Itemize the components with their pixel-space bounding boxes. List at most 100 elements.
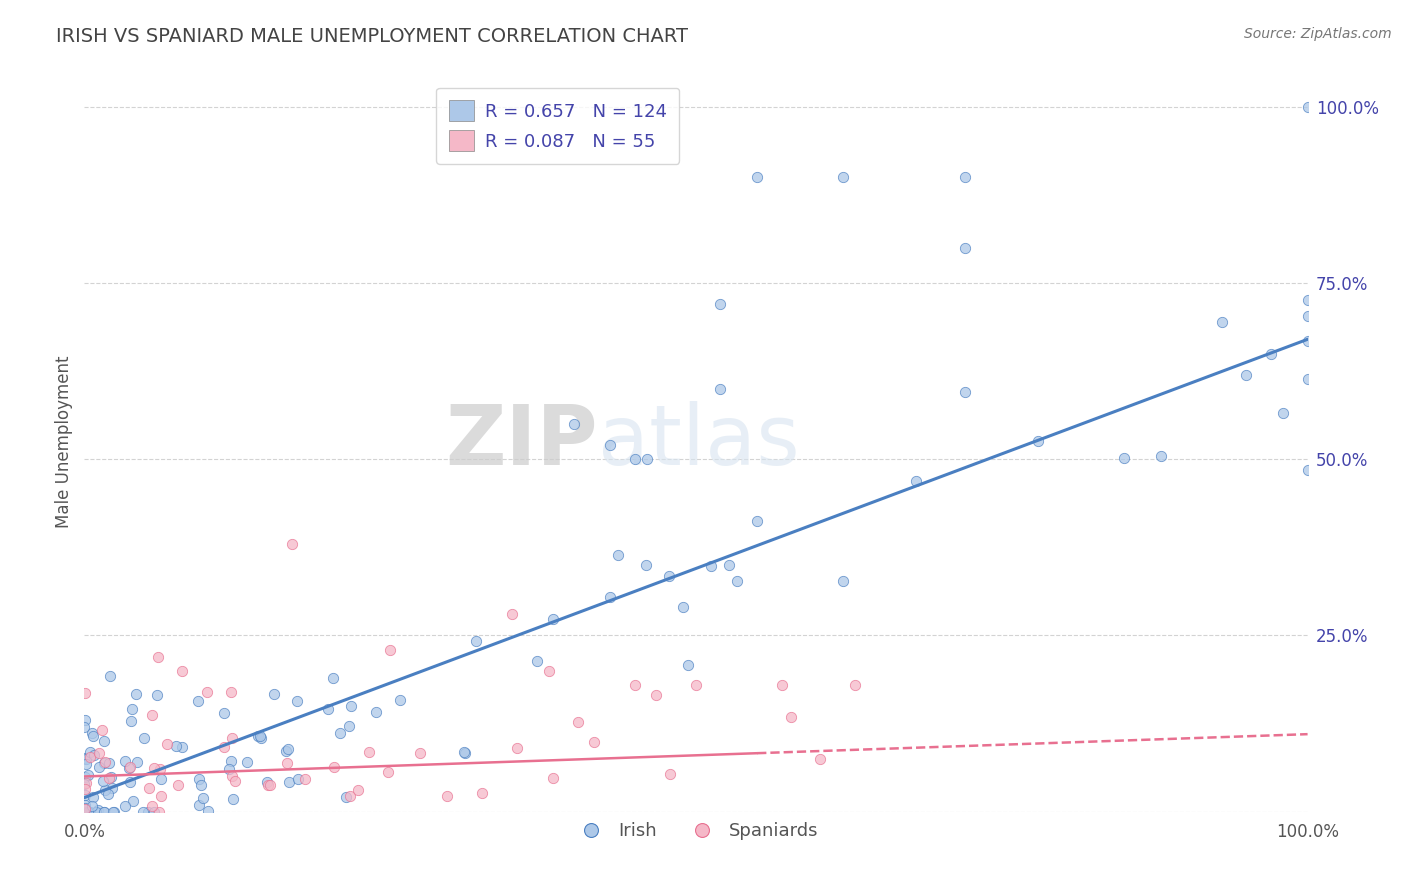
Point xyxy=(136,805,159,819)
Point xyxy=(1114,451,1136,466)
Point xyxy=(249,729,271,743)
Point xyxy=(747,170,769,185)
Point xyxy=(131,805,153,819)
Point xyxy=(380,642,402,657)
Point xyxy=(73,800,96,814)
Point xyxy=(409,746,432,760)
Point xyxy=(316,701,339,715)
Point xyxy=(149,763,172,777)
Point xyxy=(725,574,748,588)
Point xyxy=(141,798,163,813)
Point xyxy=(79,745,101,759)
Point xyxy=(73,805,96,819)
Point xyxy=(636,452,658,467)
Point xyxy=(464,634,486,648)
Point xyxy=(624,452,647,467)
Point xyxy=(287,772,309,786)
Point xyxy=(700,559,723,574)
Point xyxy=(526,654,548,668)
Point xyxy=(541,771,564,785)
Point xyxy=(347,783,370,797)
Point xyxy=(747,514,769,528)
Point xyxy=(337,719,360,733)
Point xyxy=(685,678,707,692)
Point xyxy=(831,170,853,185)
Y-axis label: Male Unemployment: Male Unemployment xyxy=(55,355,73,528)
Point xyxy=(97,788,120,802)
Point xyxy=(780,710,803,724)
Point xyxy=(190,778,212,792)
Point xyxy=(567,714,589,729)
Point xyxy=(718,558,741,572)
Point xyxy=(75,770,97,784)
Text: atlas: atlas xyxy=(598,401,800,482)
Point xyxy=(636,558,658,572)
Point xyxy=(75,776,97,790)
Point xyxy=(114,754,136,768)
Point xyxy=(624,678,647,692)
Point xyxy=(256,775,278,789)
Point xyxy=(82,726,104,740)
Text: IRISH VS SPANIARD MALE UNEMPLOYMENT CORRELATION CHART: IRISH VS SPANIARD MALE UNEMPLOYMENT CORR… xyxy=(56,27,689,45)
Point xyxy=(1296,334,1319,349)
Point xyxy=(263,687,285,701)
Point xyxy=(599,438,621,452)
Point xyxy=(149,772,172,786)
Point xyxy=(77,768,100,782)
Legend: Irish, Spaniards: Irish, Spaniards xyxy=(567,814,825,847)
Point xyxy=(79,749,101,764)
Point xyxy=(471,786,494,800)
Point xyxy=(98,771,121,785)
Point xyxy=(212,740,235,755)
Point xyxy=(454,746,477,760)
Point xyxy=(709,297,731,311)
Point xyxy=(322,671,344,685)
Point xyxy=(114,799,136,814)
Point xyxy=(844,678,866,692)
Point xyxy=(101,805,124,819)
Point xyxy=(377,764,399,779)
Point xyxy=(276,756,298,771)
Point xyxy=(543,612,565,626)
Point xyxy=(87,760,110,774)
Point xyxy=(75,752,97,766)
Point xyxy=(323,760,346,774)
Point xyxy=(453,745,475,759)
Point xyxy=(167,778,190,792)
Point xyxy=(143,761,166,775)
Point xyxy=(138,780,160,795)
Point xyxy=(91,773,114,788)
Point xyxy=(82,729,104,743)
Point xyxy=(257,779,280,793)
Point xyxy=(172,664,194,678)
Point xyxy=(93,805,115,819)
Point xyxy=(75,686,97,700)
Point xyxy=(388,693,411,707)
Point xyxy=(122,794,145,808)
Point xyxy=(156,737,179,751)
Point xyxy=(90,723,112,737)
Point xyxy=(212,706,235,720)
Point xyxy=(103,805,125,819)
Point xyxy=(120,760,142,774)
Point xyxy=(285,694,308,708)
Point xyxy=(121,702,143,716)
Point xyxy=(335,789,357,804)
Point xyxy=(120,714,142,729)
Point xyxy=(165,739,187,753)
Point xyxy=(75,781,97,796)
Point xyxy=(224,773,246,788)
Point xyxy=(236,755,259,769)
Point xyxy=(905,474,928,488)
Point xyxy=(97,756,120,770)
Point xyxy=(146,688,169,702)
Point xyxy=(328,725,350,739)
Point xyxy=(141,708,163,723)
Point xyxy=(1296,463,1319,477)
Point xyxy=(93,733,115,747)
Point xyxy=(1260,347,1282,361)
Point xyxy=(188,772,211,787)
Point xyxy=(502,607,524,622)
Point xyxy=(134,731,156,745)
Text: Source: ZipAtlas.com: Source: ZipAtlas.com xyxy=(1244,27,1392,41)
